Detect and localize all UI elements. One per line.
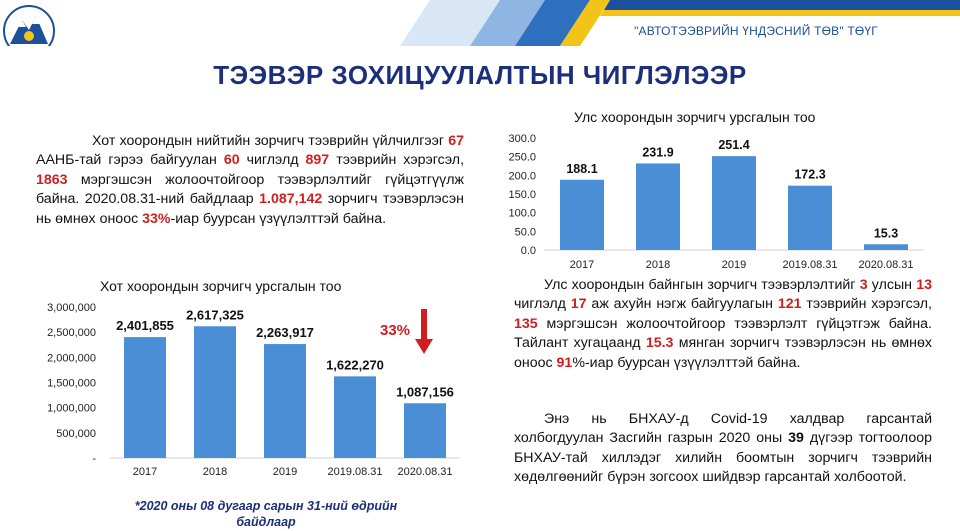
y-tick-label: 1,000,000 bbox=[47, 403, 96, 415]
page-title: ТЭЭВЭР ЗОХИЦУУЛАЛТЫН ЧИГЛЭЛЭЭР bbox=[213, 60, 747, 90]
bar bbox=[712, 156, 756, 250]
text-segment: Энэ нь БНХАУ-д Covid-19 халдвар гарсанта… bbox=[514, 411, 932, 447]
bar-value-label: 2,263,917 bbox=[256, 325, 314, 340]
bar bbox=[264, 344, 306, 458]
highlight-number: 135 bbox=[514, 315, 538, 332]
x-tick-label: 2017 bbox=[570, 259, 594, 271]
highlight-number: 67 bbox=[448, 133, 464, 149]
down-arrow-icon bbox=[415, 309, 433, 354]
international-summary-text: Улс хоорондын байнгын зорчигч тээвэрлэлт… bbox=[514, 276, 932, 373]
highlight-number: 39 bbox=[788, 430, 804, 447]
bar-value-label: 2,401,855 bbox=[116, 318, 174, 333]
bar bbox=[864, 244, 908, 250]
text-segment: %-иар буурсан үзүүлэлттэй байна. bbox=[572, 354, 801, 371]
text-segment: ААНБ-тай гэрээ байгуулан bbox=[36, 152, 224, 169]
y-tick-label: 0.0 bbox=[521, 245, 536, 257]
x-tick-label: 2020.08.31 bbox=[858, 259, 913, 271]
x-tick-label: 2019 bbox=[273, 466, 297, 478]
highlight-number: 91 bbox=[556, 354, 573, 371]
highlight-number: 1863 bbox=[36, 171, 68, 188]
footnote: *2020 оны 08 дугаар сарын 31-ний өдрийн … bbox=[134, 499, 398, 529]
intercity-passenger-chart: - 500,000 1,000,000 1,500,000 2,000,000 2,500… bbox=[47, 302, 460, 478]
x-tick-label: 2019.08.31 bbox=[327, 466, 382, 478]
highlight-number: 121 bbox=[777, 296, 802, 313]
bar-value-label: 188.1 bbox=[566, 162, 597, 176]
x-tick-label: 2020.08.31 bbox=[397, 466, 452, 478]
highlight-number: 3 bbox=[859, 277, 868, 293]
org-name: "АВТОТЭЭВРИЙН ҮНДЭСНИЙ ТӨВ" ТӨҮГ bbox=[634, 24, 878, 38]
y-tick-label: 1,500,000 bbox=[47, 378, 96, 390]
text-segment: Хот хоорондын нийтийн зорчигч тээврийн ү… bbox=[92, 133, 449, 149]
text-segment: чиглэлд bbox=[514, 296, 571, 313]
intercity-summary-text: Хот хоорондын нийтийн зорчигч тээврийн ү… bbox=[36, 132, 464, 229]
bar-value-label: 2,617,325 bbox=[186, 307, 244, 322]
highlight-number: 897 bbox=[305, 152, 330, 169]
bar-value-label: 172.3 bbox=[794, 168, 825, 182]
header-stripes bbox=[0, 0, 960, 46]
y-tick-label: 250.0 bbox=[508, 152, 536, 164]
highlight-number: 33% bbox=[142, 210, 171, 227]
text-segment: аж ахуйн нэгж байгуулагын bbox=[586, 296, 778, 313]
text-segment: дүгээр тогтоолоор БНХАУ-тай хиллэдэг хил… bbox=[514, 430, 932, 486]
y-tick-label: 150.0 bbox=[508, 189, 536, 201]
bar-value-label: 251.4 bbox=[718, 138, 749, 152]
header-bar: "АВТОТЭЭВРИЙН ҮНДЭСНИЙ ТӨВ" ТӨҮГ bbox=[0, 0, 960, 46]
bar-value-label: 15.3 bbox=[874, 226, 898, 240]
y-tick-label: 2,000,000 bbox=[47, 352, 96, 364]
bar bbox=[404, 403, 446, 458]
text-segment: мэргэшсэн жолоочтойгоор тээвэрлэлтийг гү… bbox=[36, 171, 464, 208]
bar bbox=[560, 179, 604, 250]
text-segment: мэргэшсэн жолоочтойгоор тээвэрлэлт гүйцэ… bbox=[514, 315, 932, 352]
bar bbox=[788, 185, 832, 250]
bar bbox=[334, 376, 376, 458]
y-tick-label: 500,000 bbox=[56, 428, 96, 440]
text-segment: мянган зорчигч тээвэрлэсэн нь өмнөх оноо… bbox=[514, 335, 932, 371]
bar-value-label: 1,622,270 bbox=[326, 357, 384, 372]
text-segment: -иар буурсан үзүүлэлттэй байна. bbox=[170, 210, 387, 227]
y-tick-label: - bbox=[92, 453, 96, 465]
decrease-percent-label: 33% bbox=[380, 322, 411, 339]
y-tick-label: 100.0 bbox=[508, 208, 536, 220]
bar bbox=[124, 337, 166, 458]
covid-explanation-text: Энэ нь БНХАУ-д Covid-19 халдвар гарсанта… bbox=[514, 410, 932, 488]
bar-value-label: 231.9 bbox=[642, 145, 673, 159]
highlight-number: 60 bbox=[223, 152, 240, 169]
x-tick-label: 2018 bbox=[203, 466, 227, 478]
y-tick-label: 200.0 bbox=[508, 170, 536, 182]
text-segment: чиглэлд bbox=[239, 152, 306, 169]
x-tick-label: 2019.08.31 bbox=[782, 259, 837, 271]
text-segment: улсын bbox=[867, 277, 917, 293]
organization-logo-icon bbox=[3, 5, 55, 46]
intercity-chart-title: Хот хоорондын зорчигч урсгалын тоо bbox=[100, 278, 342, 294]
y-tick-label: 2,500,000 bbox=[47, 327, 96, 339]
y-tick-label: 3,000,000 bbox=[47, 302, 96, 314]
highlight-number: 15.3 bbox=[645, 335, 674, 352]
text-segment: тээврийн хэрэгсэл, bbox=[801, 296, 932, 313]
highlight-number: 13 bbox=[916, 277, 932, 293]
x-tick-label: 2019 bbox=[722, 259, 746, 271]
highlight-number: 17 bbox=[570, 296, 587, 313]
y-tick-label: 50.0 bbox=[515, 226, 536, 238]
text-segment: зорчигч тээвэрлэсэн нь өмнөх оноос bbox=[36, 191, 464, 227]
bar bbox=[194, 326, 236, 458]
x-tick-label: 2017 bbox=[133, 466, 157, 478]
text-segment: тээврийн хэрэгсэл, bbox=[329, 152, 465, 169]
y-tick-label: 300.0 bbox=[508, 133, 536, 145]
bar bbox=[636, 163, 680, 250]
international-passenger-chart: 0.0 50.0 100.0 150.0 200.0 250.0 300.0 188.1 201… bbox=[508, 133, 924, 271]
x-tick-label: 2018 bbox=[646, 259, 670, 271]
bar-value-label: 1,087,156 bbox=[396, 384, 454, 399]
text-segment: Улс хоорондын байнгын зорчигч тээвэрлэлт… bbox=[544, 277, 860, 293]
international-chart-title: Улс хоорондын зорчигч урсгалын тоо bbox=[574, 109, 816, 125]
highlight-number: 1.087,142 bbox=[259, 191, 323, 208]
